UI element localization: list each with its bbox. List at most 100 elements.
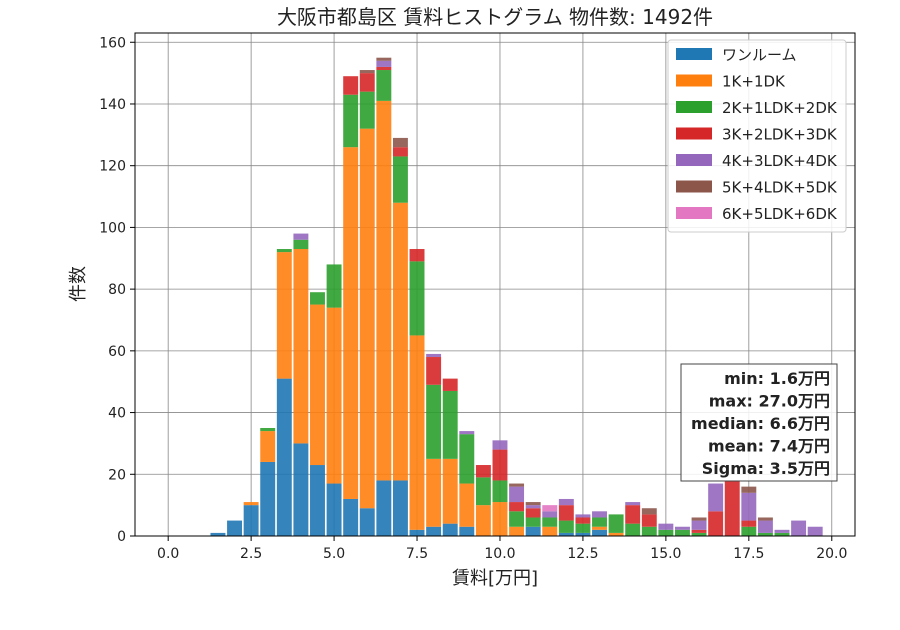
bar-segment	[310, 304, 325, 466]
bar-segment	[442, 390, 458, 459]
bar-segment	[641, 526, 657, 536]
bar-segment	[475, 477, 491, 506]
bar-segment	[442, 458, 458, 524]
bar-segment	[442, 523, 458, 536]
bar-segment	[276, 378, 292, 536]
bar-segment	[625, 505, 641, 524]
bar-segment	[459, 526, 475, 536]
bar-segment	[359, 91, 375, 129]
legend: ワンルーム 1K+1DK 2K+1LDK+2DK 3K+2LDK+3DK 4K+3LDK…	[667, 39, 847, 233]
y-tick-label: 0	[117, 529, 126, 545]
bar-segment	[542, 526, 558, 536]
bar-segment	[542, 505, 558, 512]
bar-segment	[691, 529, 707, 533]
bar-segment	[525, 502, 541, 506]
bar-segment	[558, 498, 574, 506]
bar-segment	[359, 128, 375, 509]
bar-segment	[359, 73, 375, 92]
bar-segment	[409, 261, 425, 336]
bar-segment	[376, 57, 392, 61]
bar-segment	[592, 526, 607, 530]
bar-segment	[575, 523, 591, 533]
bar-segment	[641, 514, 657, 527]
bar-segment	[210, 532, 226, 536]
bar-segment	[343, 498, 359, 536]
bars	[210, 57, 823, 536]
x-tick-label: 15.0	[650, 546, 681, 562]
y-axis-label: 件数	[68, 266, 89, 302]
bar-segment	[409, 335, 425, 530]
x-tick-label: 2.5	[240, 546, 262, 562]
bar-segment	[492, 440, 508, 450]
bar-segment	[575, 517, 591, 524]
bar-segment	[691, 532, 707, 536]
y-tick-label: 120	[99, 159, 126, 175]
bar-segment	[310, 292, 325, 305]
y-tick-label: 140	[99, 97, 126, 113]
bar-segment	[260, 431, 276, 462]
legend-frame	[667, 39, 847, 233]
y-tick-label: 60	[108, 344, 126, 360]
bar-segment	[409, 249, 425, 262]
bar-segment	[243, 505, 259, 536]
legend-label: 5K+4LDK+5DK	[722, 179, 838, 197]
bar-segment	[741, 520, 757, 527]
bar-segment	[675, 526, 690, 530]
bar-segment	[675, 529, 690, 536]
bar-segment	[757, 520, 773, 533]
y-axis-ticks: 0 20 40 60 80 100 120 140 160	[99, 35, 135, 545]
bar-segment	[392, 480, 408, 536]
legend-swatch	[676, 154, 712, 166]
legend-label: 2K+1LDK+2DK	[722, 99, 838, 117]
legend-swatch	[676, 48, 712, 60]
bar-segment	[691, 520, 707, 530]
bar-segment	[392, 202, 408, 481]
bar-segment	[558, 532, 574, 536]
bar-segment	[426, 384, 442, 459]
bar-segment	[807, 526, 823, 536]
bar-segment	[525, 505, 541, 509]
legend-label: 1K+1DK	[722, 73, 786, 91]
bar-segment	[459, 431, 475, 435]
bar-segment	[641, 508, 657, 515]
stats-line: Sigma: 3.5万円	[702, 459, 830, 478]
bar-segment	[525, 508, 541, 518]
legend-swatch	[676, 180, 712, 193]
bar-segment	[426, 526, 442, 536]
bar-segment	[376, 66, 392, 71]
bar-segment	[326, 264, 342, 308]
bar-segment	[492, 480, 508, 503]
bar-segment	[558, 505, 574, 521]
bar-segment	[791, 520, 807, 536]
bar-segment	[475, 465, 491, 478]
x-tick-label: 17.5	[733, 546, 764, 562]
bar-segment	[376, 60, 392, 67]
bar-segment	[293, 239, 309, 250]
bar-segment	[409, 529, 425, 536]
x-tick-label: 12.5	[567, 546, 598, 562]
x-axis-ticks: 0.0 2.5 5.0 7.5 10.0 12.5 15.0 17.5 20.0	[157, 536, 847, 562]
bar-segment	[525, 517, 541, 527]
bar-segment	[276, 252, 292, 379]
bar-segment	[724, 480, 740, 536]
bar-segment	[592, 529, 607, 536]
y-tick-label: 40	[108, 406, 126, 422]
bar-segment	[575, 514, 591, 518]
bar-segment	[542, 511, 558, 518]
bar-segment	[260, 461, 276, 536]
y-tick-label: 160	[99, 35, 126, 51]
bar-segment	[741, 526, 757, 536]
bar-segment	[625, 502, 641, 506]
bar-segment	[376, 100, 392, 481]
bar-segment	[459, 483, 475, 527]
bar-segment	[426, 458, 442, 527]
bar-segment	[509, 486, 525, 503]
plot-frame	[134, 32, 856, 537]
legend-label: 6K+5LDK+6DK	[722, 205, 838, 223]
legend-swatch	[676, 74, 712, 87]
legend-label: 4K+3LDK+4DK	[722, 152, 838, 170]
bar-segment	[757, 517, 773, 521]
legend-label: ワンルーム	[722, 46, 797, 64]
bar-segment	[459, 434, 475, 484]
